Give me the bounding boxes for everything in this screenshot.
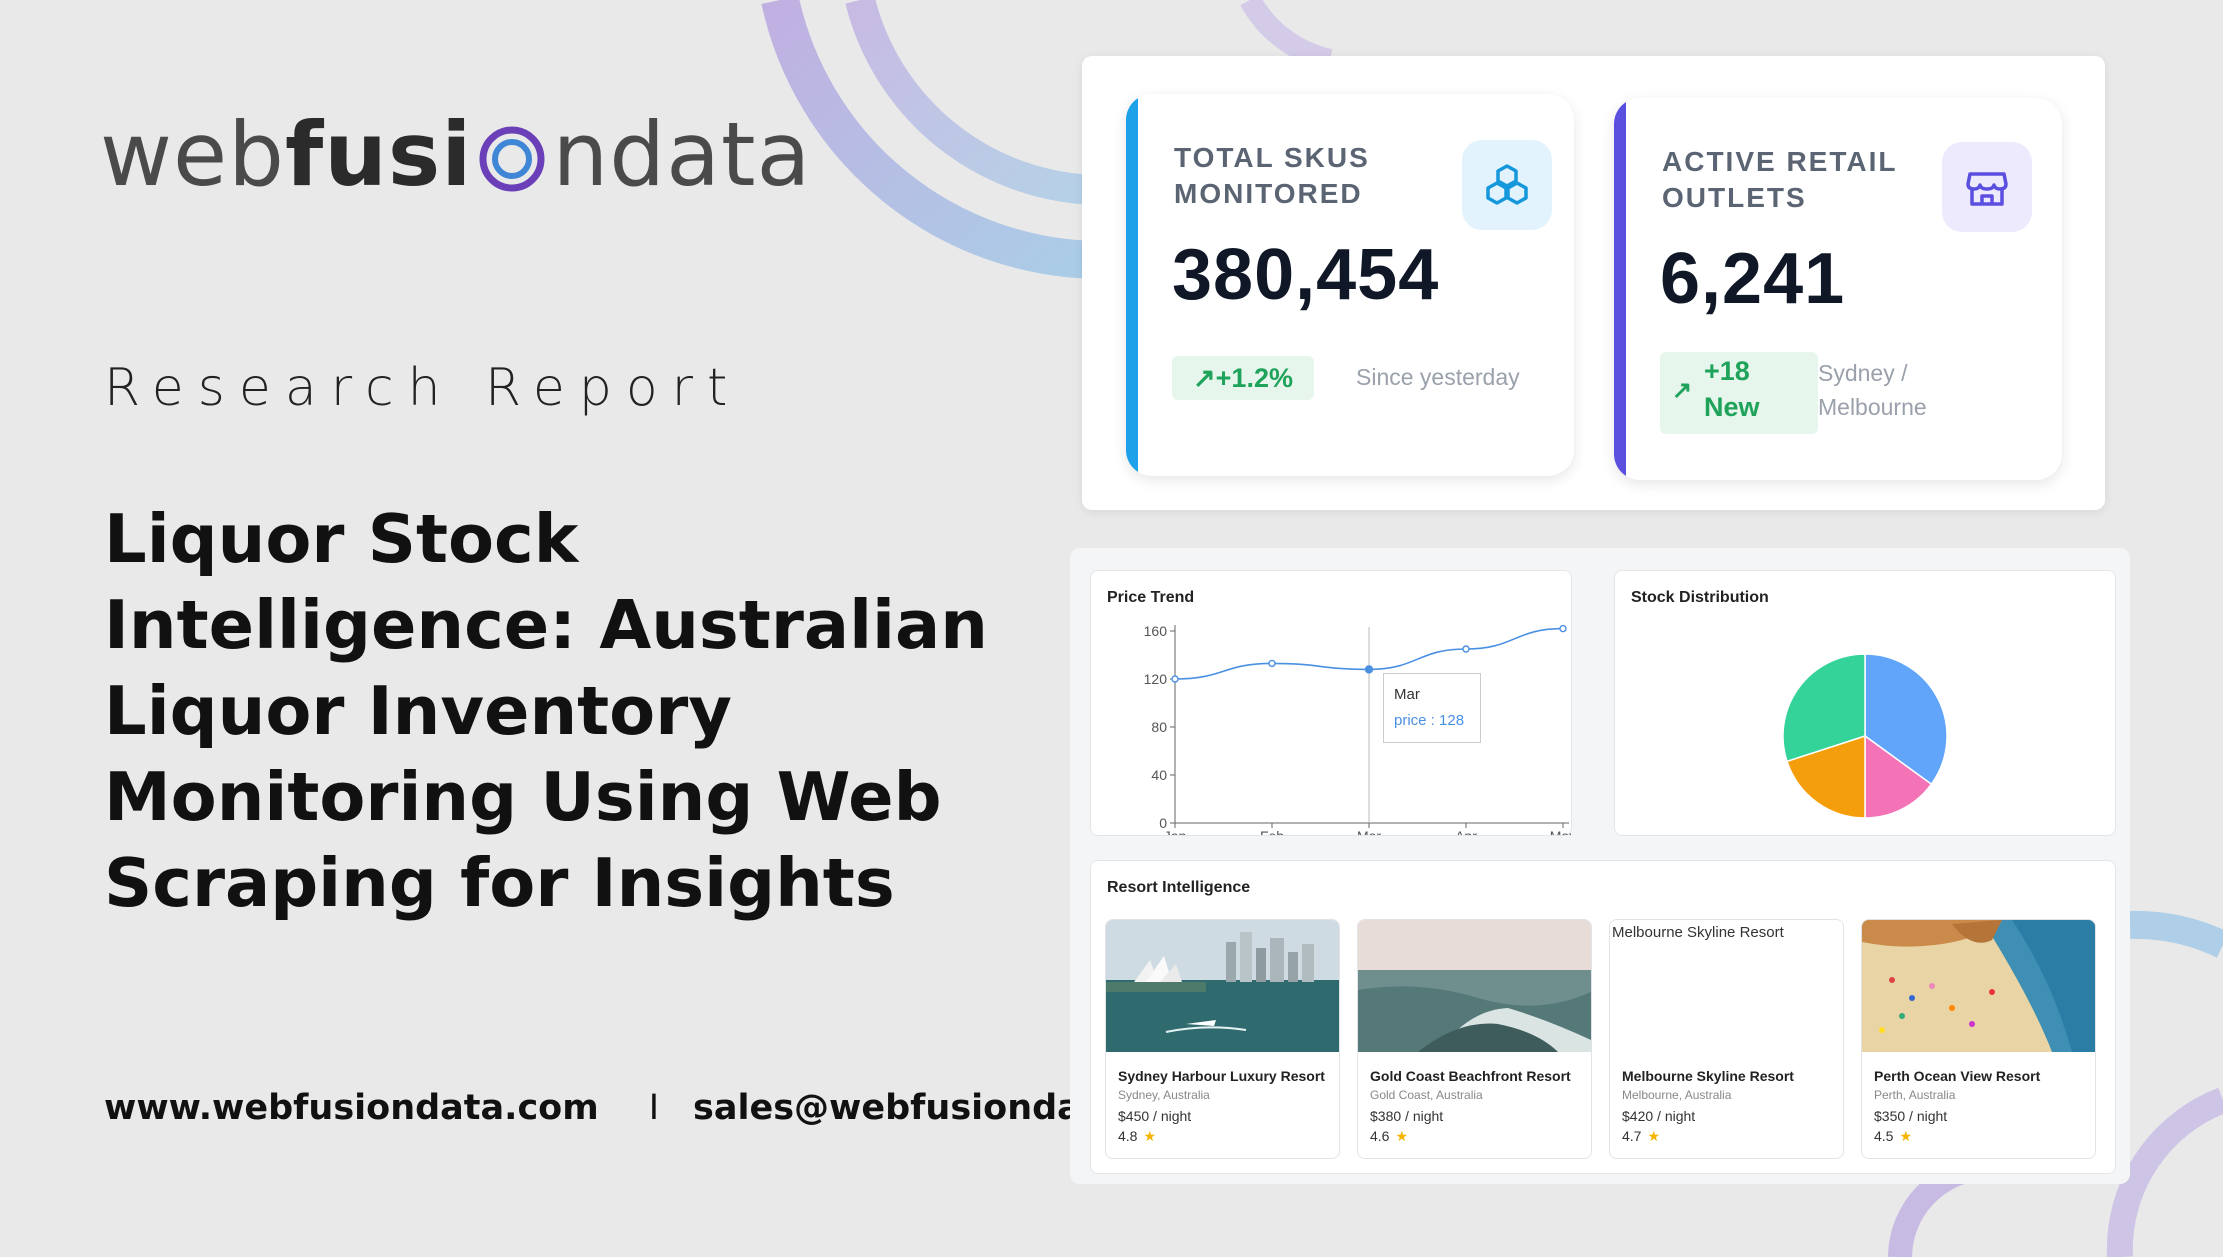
website-link[interactable]: www.webfusiondata.com [104, 1088, 599, 1128]
data-point [1559, 624, 1567, 633]
chart-tooltip: Mar price : 128 [1383, 673, 1481, 743]
y-tick-label: 40 [1151, 767, 1167, 783]
pie-slice [1864, 653, 1948, 786]
kpi-card-active-outlets: ACTIVE RETAIL OUTLETS 6,241 ↗ +18 New Syd… [1614, 98, 2062, 480]
kpi-value: 380,454 [1172, 235, 1440, 315]
contact-separator: I [648, 1088, 660, 1128]
star-icon: ★ [1395, 1128, 1409, 1144]
broken-image-alt: Melbourne Skyline Resort [1612, 924, 1784, 941]
pie-slice [1864, 734, 1933, 819]
report-subtitle: Research Report [104, 358, 742, 418]
resort-rating: 4.8 ★ [1118, 1128, 1157, 1144]
kpi-panel: TOTAL SKUS MONITORED 380,454 ↗+1.2% Since… [1082, 56, 2105, 510]
kpi-value: 6,241 [1660, 239, 1846, 319]
trend-up-icon: ↗ [1672, 377, 1693, 404]
y-tick-label: 160 [1144, 623, 1168, 639]
data-point [1364, 665, 1374, 674]
brand-logo: web fusi ndata [100, 102, 812, 206]
resort-card-melbourne[interactable]: Melbourne Skyline Resort Melbourne Skyli… [1609, 919, 1844, 1159]
resort-rating: 4.6 ★ [1370, 1128, 1409, 1144]
tooltip-value: price : 128 [1394, 712, 1465, 729]
kpi-note: Sydney / Melbourne [1818, 360, 1927, 420]
pie-slice [1786, 734, 1866, 819]
trend-up-icon: ↗ [1193, 363, 1216, 393]
kpi-label: TOTAL SKUS MONITORED [1174, 142, 1370, 209]
resort-location: Melbourne, Australia [1622, 1088, 1732, 1102]
star-icon: ★ [1647, 1128, 1661, 1144]
resort-price: $380 / night [1370, 1108, 1444, 1124]
logo-text-fusi: fusi [284, 102, 473, 206]
stock-distribution-title: Stock Distribution [1631, 589, 1769, 606]
stock-distribution-chart [1782, 653, 1948, 819]
resort-image-beach [1358, 920, 1591, 1052]
data-point [1171, 675, 1179, 683]
resort-rating: 4.7 ★ [1622, 1128, 1661, 1144]
resort-location: Sydney, Australia [1118, 1088, 1210, 1102]
resort-location: Gold Coast, Australia [1370, 1088, 1483, 1102]
x-tick-label: May [1550, 828, 1571, 835]
star-icon: ★ [1899, 1128, 1913, 1144]
stock-distribution-card: Stock Distribution [1614, 570, 2116, 836]
x-tick-label: Jan [1164, 828, 1187, 835]
kpi-change-badge: ↗+1.2% [1172, 356, 1314, 400]
y-tick-label: 120 [1144, 671, 1168, 687]
resort-intelligence-card: Resort Intelligence Sydney Harbour Luxur… [1090, 860, 2116, 1174]
analytics-panel: Price Trend 0 40 80 120 160 Jan Feb Mar Apr May M… [1070, 548, 2130, 1184]
star-icon: ★ [1143, 1128, 1157, 1144]
y-tick-label: 0 [1159, 815, 1167, 831]
resort-price: $420 / night [1622, 1108, 1696, 1124]
tooltip-label: Mar [1394, 686, 1420, 703]
logo-text-ndata: ndata [552, 102, 812, 206]
price-trend-title: Price Trend [1107, 589, 1195, 606]
cubes-icon [1462, 140, 1552, 230]
logo-text-web: web [100, 102, 285, 206]
resort-name: Perth Ocean View Resort [1874, 1068, 2041, 1084]
kpi-change-badge: ↗ +18 New [1660, 352, 1818, 434]
pie-slice [1782, 653, 1866, 763]
logo-ring-icon [479, 126, 545, 192]
price-trend-card: Price Trend 0 40 80 120 160 Jan Feb Mar Apr May M… [1090, 570, 1572, 836]
x-tick-label: Mar [1357, 828, 1381, 835]
resort-card-perth[interactable]: Perth Ocean View Resort Perth, Australia… [1861, 919, 2096, 1159]
resort-image-coast [1862, 920, 2095, 1052]
resort-image-missing: Melbourne Skyline Resort [1610, 920, 1843, 1052]
resort-name: Sydney Harbour Luxury Resort [1118, 1068, 1325, 1084]
resort-card-sydney[interactable]: Sydney Harbour Luxury Resort Sydney, Aus… [1105, 919, 1340, 1159]
resort-name: Gold Coast Beachfront Resort [1370, 1068, 1571, 1084]
kpi-card-total-skus: TOTAL SKUS MONITORED 380,454 ↗+1.2% Since… [1126, 94, 1574, 476]
resort-price: $450 / night [1118, 1108, 1192, 1124]
kpi-accent-bar [1126, 94, 1138, 476]
resort-section-title: Resort Intelligence [1107, 879, 1251, 896]
resort-rating: 4.5 ★ [1874, 1128, 1913, 1144]
x-tick-label: Apr [1455, 828, 1477, 835]
resort-name: Melbourne Skyline Resort [1622, 1068, 1794, 1084]
resort-card-gold-coast[interactable]: Gold Coast Beachfront Resort Gold Coast,… [1357, 919, 1592, 1159]
report-title: Liquor Stock Intelligence: Australian Li… [104, 500, 988, 922]
resort-location: Perth, Australia [1874, 1088, 1956, 1102]
resort-image-harbour [1106, 920, 1339, 1052]
kpi-note: Since yesterday [1356, 364, 1520, 390]
kpi-accent-bar [1614, 98, 1626, 480]
store-icon [1942, 142, 2032, 232]
data-point [1462, 645, 1470, 653]
kpi-label: ACTIVE RETAIL OUTLETS [1662, 146, 1898, 213]
price-trend-chart: 0 40 80 120 160 Jan Feb Mar Apr May [1144, 623, 1571, 835]
x-tick-label: Feb [1260, 828, 1284, 835]
data-point [1268, 659, 1276, 668]
y-tick-label: 80 [1151, 719, 1167, 735]
resort-price: $350 / night [1874, 1108, 1948, 1124]
